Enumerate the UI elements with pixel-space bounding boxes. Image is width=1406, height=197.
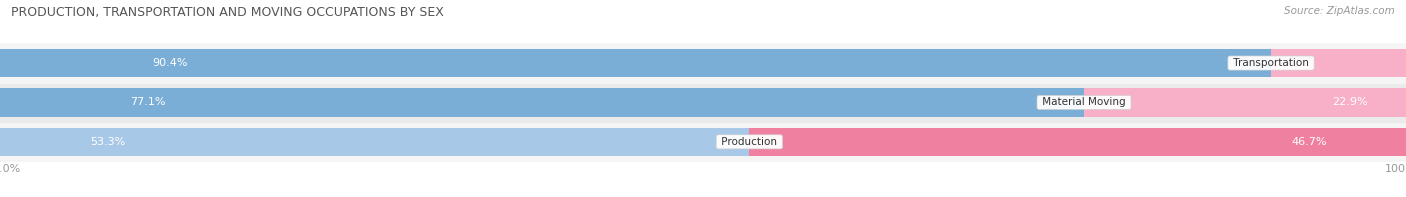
Text: 77.1%: 77.1% [131, 98, 166, 107]
Bar [0, 122, 1406, 162]
Bar [1271, 49, 1406, 77]
Bar [0, 49, 1271, 77]
Bar [0, 88, 1084, 117]
Text: 53.3%: 53.3% [90, 137, 125, 147]
Text: 46.7%: 46.7% [1292, 137, 1327, 147]
Text: 90.4%: 90.4% [152, 58, 188, 68]
Bar [749, 128, 1406, 156]
Text: 22.9%: 22.9% [1331, 98, 1368, 107]
Text: PRODUCTION, TRANSPORTATION AND MOVING OCCUPATIONS BY SEX: PRODUCTION, TRANSPORTATION AND MOVING OC… [11, 6, 444, 19]
Bar [0, 43, 1406, 83]
Text: Material Moving: Material Moving [1039, 98, 1129, 107]
Text: Transportation: Transportation [1230, 58, 1312, 68]
Bar [0, 128, 749, 156]
Bar [0, 83, 1406, 122]
Text: Source: ZipAtlas.com: Source: ZipAtlas.com [1284, 6, 1395, 16]
Bar [1084, 88, 1406, 117]
Text: Production: Production [718, 137, 780, 147]
